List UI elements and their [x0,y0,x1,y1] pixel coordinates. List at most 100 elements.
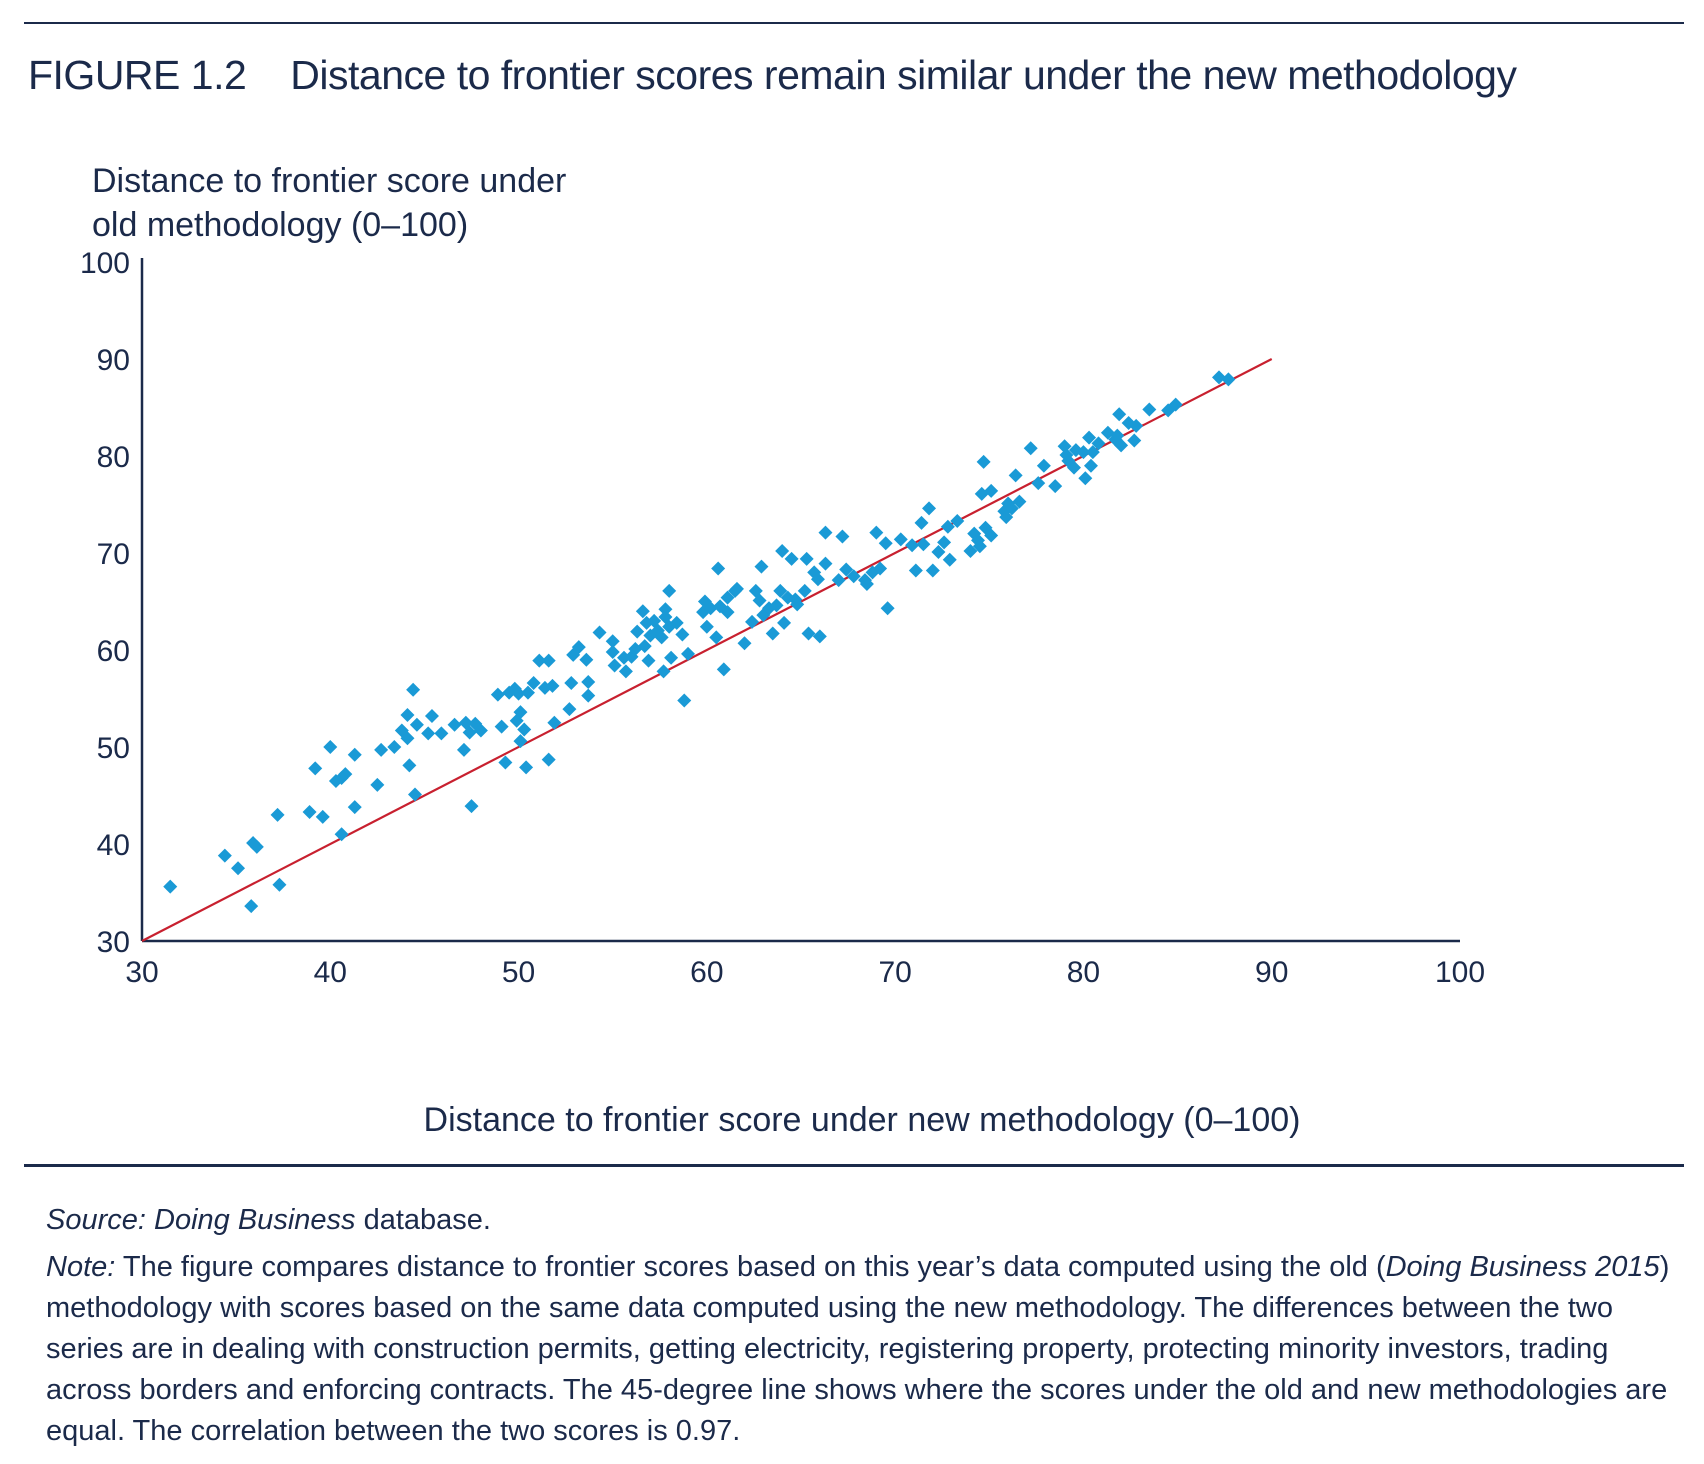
data-point [769,598,784,613]
data-point [581,675,596,690]
data-point [1082,430,1097,445]
data-point [1211,370,1226,385]
data-point [270,807,285,822]
data-point [400,731,415,746]
data-point [630,624,645,639]
data-point [835,529,850,544]
data-point [880,601,895,616]
data-point [323,740,338,754]
data-point [605,644,620,659]
note-text-part2: ) methodology with scores based on the s… [46,1251,1670,1447]
data-point [720,590,735,605]
data-point [562,702,577,717]
data-point [873,561,888,576]
source-label: Source: [46,1204,146,1236]
data-point [1221,372,1236,387]
data-point [654,630,669,645]
data-point [745,614,760,629]
x-tick-label: 70 [878,956,911,989]
x-tick-label: 90 [1255,956,1288,989]
data-point [545,678,560,693]
data-point [914,515,929,530]
data-point [905,538,920,553]
data-point [315,809,330,824]
data-point [517,722,532,737]
data-point [1078,471,1093,486]
data-point [1023,441,1038,456]
x-axis-ticks: 30 40 50 60 70 80 90 100 [125,956,1485,989]
data-point [812,629,827,644]
data-point [984,483,999,498]
data-point [1004,501,1019,516]
data-point [308,761,323,776]
data-point [972,539,987,554]
data-point [421,726,436,741]
data-point [931,545,946,560]
data-point [797,583,812,598]
data-point [1031,476,1046,491]
x-tick-label: 100 [1435,956,1485,989]
data-point [231,861,246,876]
data-point [406,682,421,697]
data-point [878,536,893,551]
y-tick-label: 40 [97,829,130,862]
data-point [976,454,991,469]
x-tick-label: 40 [314,956,347,989]
data-point [400,707,415,722]
y-tick-label: 100 [80,247,130,280]
data-point [334,827,349,842]
data-point [681,646,696,661]
data-point [1076,445,1091,460]
data-point [1048,479,1063,494]
x-tick-label: 60 [690,956,723,989]
data-point [775,544,790,559]
data-point [494,719,509,734]
figure-title: FIGURE 1.2 Distance to frontier scores re… [28,52,1517,99]
y-tick-label: 80 [97,441,130,474]
data-point [916,537,931,552]
data-point [658,602,673,617]
data-point [859,577,874,592]
data-point [963,544,978,559]
data-point [831,573,846,588]
data-point [402,758,417,773]
data-point [637,639,652,654]
data-point [1085,445,1100,460]
data-point [846,569,861,584]
data-point [839,562,854,577]
data-point [1067,460,1082,475]
y-axis-title-line1: Distance to frontier score under [92,162,566,200]
y-tick-label: 60 [97,635,130,668]
data-point [217,848,232,863]
data-point [1129,418,1144,433]
data-point [564,675,579,690]
data-point [502,685,517,700]
data-point [1112,407,1127,422]
data-point [513,734,528,749]
data-point [464,799,479,814]
note-paragraph: Note: The figure compares distance to fr… [46,1247,1676,1452]
data-point [1127,433,1142,448]
data-point [424,708,439,723]
data-point [408,787,423,802]
scatter-points [163,370,1236,914]
data-point [677,693,692,708]
data-point [272,877,287,892]
data-point [571,640,586,655]
data-point [869,525,884,540]
data-point [765,626,780,641]
data-point [526,675,541,690]
data-point [302,804,317,819]
data-point [519,760,534,775]
data-point [1142,402,1157,417]
data-point [1012,494,1027,509]
data-point [711,561,726,576]
data-point [699,619,714,634]
data-point [447,717,462,732]
data-point [737,636,752,651]
data-point [799,551,814,566]
data-point [592,625,607,640]
data-point [675,627,690,642]
y-tick-label: 50 [97,732,130,765]
data-point [754,559,769,574]
